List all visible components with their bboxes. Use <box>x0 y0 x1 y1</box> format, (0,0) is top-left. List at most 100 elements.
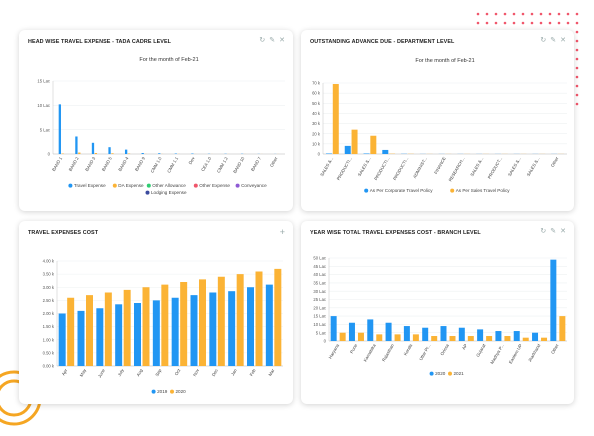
x-tick-label: SALES &... <box>319 156 334 177</box>
bar-2021 <box>376 334 383 341</box>
card-travel-expenses-cost: TRAVEL EXPENSES COST + 0.00 k 0.50 k 1.00 … <box>19 221 293 404</box>
y-tick-label: 5 Lac <box>316 330 326 335</box>
x-tick-label: Feb <box>249 367 257 376</box>
bar-da-expense <box>78 152 81 154</box>
legend-label: 2019 <box>157 389 168 394</box>
x-tick-label: Orissa <box>439 342 450 356</box>
refresh-icon[interactable]: ↻ <box>540 228 547 235</box>
bar-2020 <box>477 329 484 341</box>
bar-as-per-corporate-travel-policy <box>382 149 389 154</box>
bar-2020 <box>495 331 502 341</box>
bar-2019 <box>265 284 273 366</box>
y-tick-label: 1.50 k <box>43 324 55 329</box>
legend-marker <box>429 371 434 376</box>
refresh-icon[interactable]: ↻ <box>540 37 547 44</box>
card-actions: ↻ ✎ ✕ <box>540 37 566 45</box>
decorative-dot <box>575 93 579 97</box>
card-outstanding-advance-due: OUTSTANDING ADVANCE DUE - DEPARTMENT LEV… <box>301 30 574 211</box>
decorative-dot <box>503 12 507 16</box>
close-icon[interactable]: ✕ <box>560 37 566 44</box>
decorative-dot <box>557 21 561 25</box>
y-tick-label: 4.00 k <box>43 259 55 264</box>
x-tick-label: Haryana <box>328 342 341 359</box>
close-icon[interactable]: ✕ <box>560 228 566 235</box>
chart-subtitle: For the month of Feb-21 <box>415 58 474 64</box>
x-tick-label: SALES &... <box>469 156 484 177</box>
x-tick-label: Other <box>550 156 560 168</box>
bar-2019 <box>190 295 198 366</box>
chart-head-wise-travel-expense: For the month of Feb-21 0 5 Lac 10 Lac 15 La… <box>37 57 285 195</box>
x-tick-label: Mar <box>267 368 275 377</box>
decorative-dot <box>566 12 570 16</box>
bar-2020 <box>255 271 263 366</box>
decorative-dot <box>566 21 570 25</box>
y-tick-label: 5 Lac <box>40 127 50 132</box>
y-tick-label: 10 Lac <box>313 322 326 327</box>
x-tick-label: BAND 3 <box>84 155 96 171</box>
x-tick-label: Kerala <box>403 342 414 356</box>
refresh-icon[interactable]: ↻ <box>259 37 266 44</box>
bar-2020 <box>532 332 539 341</box>
card-title: YEAR WISE TOTAL TRAVEL EXPENSES COST - B… <box>310 230 481 236</box>
legend-label: Other Expense <box>199 183 230 188</box>
bar-travel-expense <box>91 142 95 154</box>
bar-2021 <box>449 336 456 341</box>
plus-icon[interactable]: + <box>279 227 285 237</box>
decorative-dot <box>530 21 534 25</box>
bar-as-per-sales-travel-policy <box>370 135 377 154</box>
x-tick-label: Sep <box>154 367 162 377</box>
x-tick-label: Dev <box>188 155 197 165</box>
bar-2021 <box>522 337 529 341</box>
legend-marker <box>112 183 117 188</box>
y-tick-label: 0.00 k <box>43 364 55 369</box>
decorative-dot <box>476 12 480 16</box>
chart-branch-level-expenses: 0 5 Lac 10 Lac 15 Lac 20 Lac 25 Lac 30 Lac 35 L… <box>313 256 567 376</box>
bar-as-per-corporate-travel-policy <box>325 153 332 154</box>
bar-2021 <box>412 334 419 341</box>
x-tick-label: PRODUCT... <box>487 156 504 180</box>
x-tick-label: Gujarat <box>475 342 487 357</box>
bar-travel-expense <box>158 153 161 154</box>
bar-2019 <box>134 303 141 366</box>
close-icon[interactable]: ✕ <box>279 37 285 44</box>
bar-as-per-corporate-travel-policy <box>344 145 351 154</box>
bar-2020 <box>123 289 131 366</box>
bar-as-per-sales-travel-policy <box>351 129 358 154</box>
y-tick-label: 50 Lac <box>313 256 326 261</box>
bar-2020 <box>199 279 206 366</box>
y-tick-label: 10 k <box>312 141 321 146</box>
bar-2020 <box>403 326 410 341</box>
y-tick-label: 15 Lac <box>313 314 326 319</box>
x-tick-label: Madhya P... <box>489 343 505 365</box>
bar-travel-expense <box>58 104 61 154</box>
bar-2019 <box>96 308 104 366</box>
x-tick-label: CMM 1.0 <box>150 155 163 173</box>
decorative-dot <box>503 21 507 25</box>
card-branch-level-expenses: YEAR WISE TOTAL TRAVEL EXPENSES COST - B… <box>301 221 574 404</box>
legend-marker <box>151 389 156 394</box>
legend-label: Conveyance <box>241 183 267 188</box>
x-tick-label: SALES &... <box>357 156 372 177</box>
y-tick-label: 0 <box>324 339 327 344</box>
y-tick-label: 35 Lac <box>313 281 326 286</box>
y-tick-label: 30 Lac <box>313 289 326 294</box>
card-title: TRAVEL EXPENSES COST <box>28 230 99 236</box>
edit-icon[interactable]: ✎ <box>550 37 557 44</box>
y-tick-label: 2.00 k <box>43 311 55 316</box>
bar-2019 <box>58 313 66 366</box>
bar-2020 <box>422 327 429 341</box>
legend-label: Lodging Expense <box>151 190 187 195</box>
x-tick-label: July <box>117 367 126 377</box>
x-tick-label: BAND 1 <box>51 155 63 171</box>
x-tick-label: BAND 2 <box>68 155 80 171</box>
edit-icon[interactable]: ✎ <box>269 37 276 44</box>
bar-2019 <box>228 291 236 366</box>
decorative-dot <box>575 30 579 34</box>
bar-as-per-corporate-travel-policy <box>363 153 370 154</box>
decorative-dot <box>485 12 489 16</box>
y-tick-label: 3.00 k <box>43 285 55 290</box>
bar-2020 <box>161 284 169 366</box>
x-tick-label: PRODUCTI... <box>336 156 353 181</box>
legend-marker <box>364 188 369 193</box>
edit-icon[interactable]: ✎ <box>550 228 557 235</box>
